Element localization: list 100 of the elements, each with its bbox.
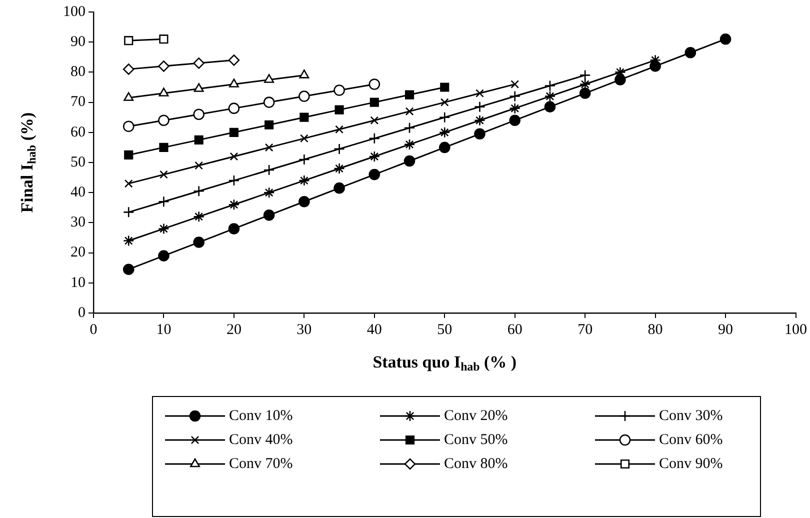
x-tick-label: 50 <box>437 322 452 338</box>
x-tick-label: 20 <box>226 322 242 338</box>
y-tick-label: 80 <box>70 64 86 80</box>
point <box>263 186 275 198</box>
y-tick-label: 100 <box>63 4 86 20</box>
point <box>158 60 170 72</box>
point <box>229 128 238 137</box>
point <box>474 114 486 126</box>
x-tick-label: 40 <box>366 322 382 338</box>
point <box>509 114 520 126</box>
y-tick-label: 0 <box>78 304 86 321</box>
x-tick-label: 90 <box>718 322 734 338</box>
point <box>650 60 661 72</box>
x-tick-label: 70 <box>578 322 593 338</box>
point <box>614 74 626 86</box>
point <box>440 98 449 106</box>
point <box>159 34 168 44</box>
point <box>122 264 134 276</box>
y-tick-label: 60 <box>70 124 86 140</box>
y-tick-label: 50 <box>70 154 86 170</box>
x-tick-label: 60 <box>507 322 522 338</box>
point <box>404 90 414 100</box>
point <box>122 206 134 218</box>
point <box>438 142 450 154</box>
point <box>405 107 414 116</box>
point <box>264 74 274 83</box>
point <box>228 223 240 234</box>
point <box>544 90 556 102</box>
point <box>264 143 274 152</box>
point <box>124 92 134 101</box>
point <box>193 211 204 222</box>
point <box>370 116 379 125</box>
point <box>300 134 308 143</box>
point <box>298 174 310 186</box>
legend-label: Conv 80% <box>444 456 508 472</box>
point <box>510 80 520 88</box>
point <box>370 98 379 107</box>
y-tick-label: 70 <box>70 94 86 110</box>
point <box>122 64 134 75</box>
point <box>404 138 416 150</box>
point <box>299 70 310 78</box>
legend-label: Conv 50% <box>444 432 508 448</box>
point <box>228 78 239 88</box>
point <box>334 182 345 194</box>
point <box>158 223 170 234</box>
legend-label: Conv 90% <box>659 456 723 472</box>
point <box>122 235 134 246</box>
point <box>124 179 133 188</box>
point <box>368 132 380 144</box>
point <box>263 96 275 108</box>
point <box>509 102 520 114</box>
legend-label: Conv 20% <box>444 408 508 424</box>
point <box>228 198 240 210</box>
point <box>368 168 380 180</box>
point <box>684 46 696 58</box>
point <box>264 120 274 130</box>
point <box>476 89 484 98</box>
point <box>194 161 204 170</box>
legend-label: Conv 60% <box>659 432 723 448</box>
point <box>438 126 450 138</box>
legend-label: Conv 70% <box>229 456 293 472</box>
point <box>160 170 168 179</box>
point <box>334 84 345 96</box>
y-tick-label: 40 <box>70 184 86 201</box>
point <box>124 150 134 160</box>
point <box>230 152 238 161</box>
legend-label: Conv 10% <box>229 408 293 424</box>
point <box>404 155 416 167</box>
point <box>368 150 380 162</box>
point <box>193 236 204 248</box>
point <box>159 142 168 152</box>
point <box>298 196 310 208</box>
x-tick-label: 80 <box>648 322 663 338</box>
legend-label: Conv 30% <box>659 408 723 424</box>
point <box>158 250 170 262</box>
point <box>335 125 344 134</box>
y-tick-label: 20 <box>70 244 86 261</box>
y-tick-label: 90 <box>70 34 86 50</box>
point <box>193 108 204 120</box>
point <box>228 102 240 114</box>
point <box>194 135 204 144</box>
point <box>298 90 310 102</box>
point <box>579 88 591 99</box>
point <box>124 36 134 46</box>
point <box>228 54 240 66</box>
point <box>158 114 170 126</box>
point <box>440 82 450 92</box>
x-tick-label: 0 <box>90 322 98 338</box>
point <box>300 112 309 122</box>
point <box>122 120 134 132</box>
point <box>193 58 204 69</box>
legend-label: Conv 40% <box>229 432 293 448</box>
y-tick-label: 10 <box>70 274 86 291</box>
point <box>720 33 732 45</box>
point <box>544 101 556 112</box>
x-tick-label: 10 <box>156 322 172 338</box>
point <box>579 78 591 90</box>
point <box>263 210 275 221</box>
point <box>158 88 169 96</box>
y-axis-title: Final Ihab (%) <box>17 112 38 213</box>
